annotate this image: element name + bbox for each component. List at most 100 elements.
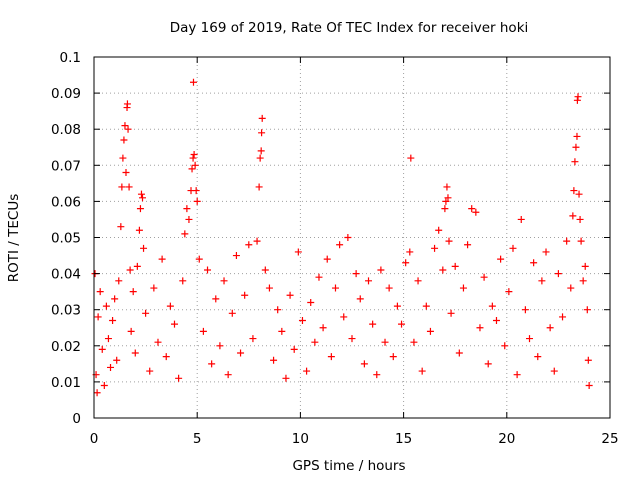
tick-labels: 0 5 10 15 20 25 0 0.01 0.02 0.03 0.04 0.05 0.06 0.07 0…: [51, 50, 619, 447]
x-axis-label: GPS time / hours: [292, 458, 405, 474]
data-point: [190, 150, 198, 158]
data-point: [418, 367, 426, 375]
data-point: [146, 367, 154, 375]
data-point: [352, 270, 360, 278]
data-point: [175, 374, 183, 382]
y-tick-label: 0.01: [51, 375, 81, 391]
data-point: [348, 335, 356, 343]
data-point: [307, 298, 315, 306]
data-point: [170, 320, 178, 328]
data-point: [183, 205, 191, 213]
data-point: [258, 129, 266, 137]
data-point: [422, 302, 430, 310]
data-point: [139, 194, 147, 202]
data-point: [455, 349, 463, 357]
data-point: [123, 100, 131, 108]
data-point: [574, 93, 582, 101]
data-point: [124, 125, 132, 133]
data-point: [315, 273, 323, 281]
x-tick-label: 10: [292, 431, 309, 447]
data-point: [435, 226, 443, 234]
data-points: [91, 78, 593, 397]
data-point: [255, 183, 263, 191]
data-point: [249, 335, 257, 343]
data-point: [476, 324, 484, 332]
data-point: [569, 212, 577, 220]
data-point: [575, 190, 583, 198]
data-point: [93, 389, 101, 397]
data-point: [365, 277, 373, 285]
data-point: [270, 356, 278, 364]
data-point: [208, 360, 216, 368]
data-point: [189, 78, 197, 86]
data-point: [185, 215, 193, 223]
data-point: [542, 248, 550, 256]
data-point: [559, 313, 567, 321]
data-point: [241, 291, 249, 299]
data-point: [216, 342, 224, 350]
data-point: [98, 345, 106, 353]
x-tick-label: 5: [193, 431, 202, 447]
data-point: [261, 266, 269, 274]
data-point: [298, 317, 306, 325]
data-point: [199, 327, 207, 335]
data-point: [439, 266, 447, 274]
data-point: [393, 302, 401, 310]
data-point: [513, 371, 521, 379]
y-tick-label: 0.03: [51, 303, 81, 319]
data-point: [488, 302, 496, 310]
data-point: [96, 288, 104, 296]
data-point: [344, 234, 352, 241]
data-point: [389, 353, 397, 361]
data-point: [472, 208, 480, 216]
data-point: [484, 360, 492, 368]
data-point: [133, 262, 141, 270]
data-point: [111, 295, 119, 303]
data-point: [137, 190, 145, 198]
data-point: [573, 132, 581, 140]
data-point: [120, 136, 128, 144]
data-point: [407, 154, 415, 162]
data-point: [142, 309, 150, 317]
data-point: [290, 345, 298, 353]
data-point: [526, 335, 534, 343]
data-point: [336, 241, 344, 249]
data-point: [443, 183, 451, 191]
data-point: [534, 353, 542, 361]
data-point: [192, 187, 200, 195]
data-point: [497, 255, 505, 263]
data-point: [117, 223, 125, 231]
data-point: [381, 338, 389, 346]
y-axis-label: ROTI / TECUs: [6, 194, 22, 282]
data-point: [204, 266, 212, 274]
data-point: [509, 244, 517, 252]
y-tick-label: 0.06: [51, 194, 81, 210]
data-point: [195, 255, 203, 263]
y-tick-label: 0.1: [60, 50, 81, 66]
data-point: [546, 324, 554, 332]
data-point: [584, 356, 592, 364]
data-point: [517, 215, 525, 223]
data-point: [127, 327, 135, 335]
data-point: [501, 342, 509, 350]
data-point: [441, 205, 449, 213]
data-point: [385, 284, 393, 292]
data-point: [373, 371, 381, 379]
data-point: [369, 320, 377, 328]
data-point: [257, 147, 265, 155]
data-point: [563, 237, 571, 245]
data-point: [181, 230, 189, 238]
chart-title: Day 169 of 2019, Rate Of TEC Index for r…: [170, 20, 529, 36]
data-point: [445, 237, 453, 245]
data-point: [431, 244, 439, 252]
data-point: [410, 338, 418, 346]
data-point: [398, 320, 406, 328]
y-tick-label: 0.05: [51, 231, 81, 247]
x-tick-label: 20: [498, 431, 515, 447]
data-point: [406, 248, 414, 256]
data-point: [583, 306, 591, 314]
data-point: [303, 367, 311, 375]
data-point: [232, 252, 240, 260]
